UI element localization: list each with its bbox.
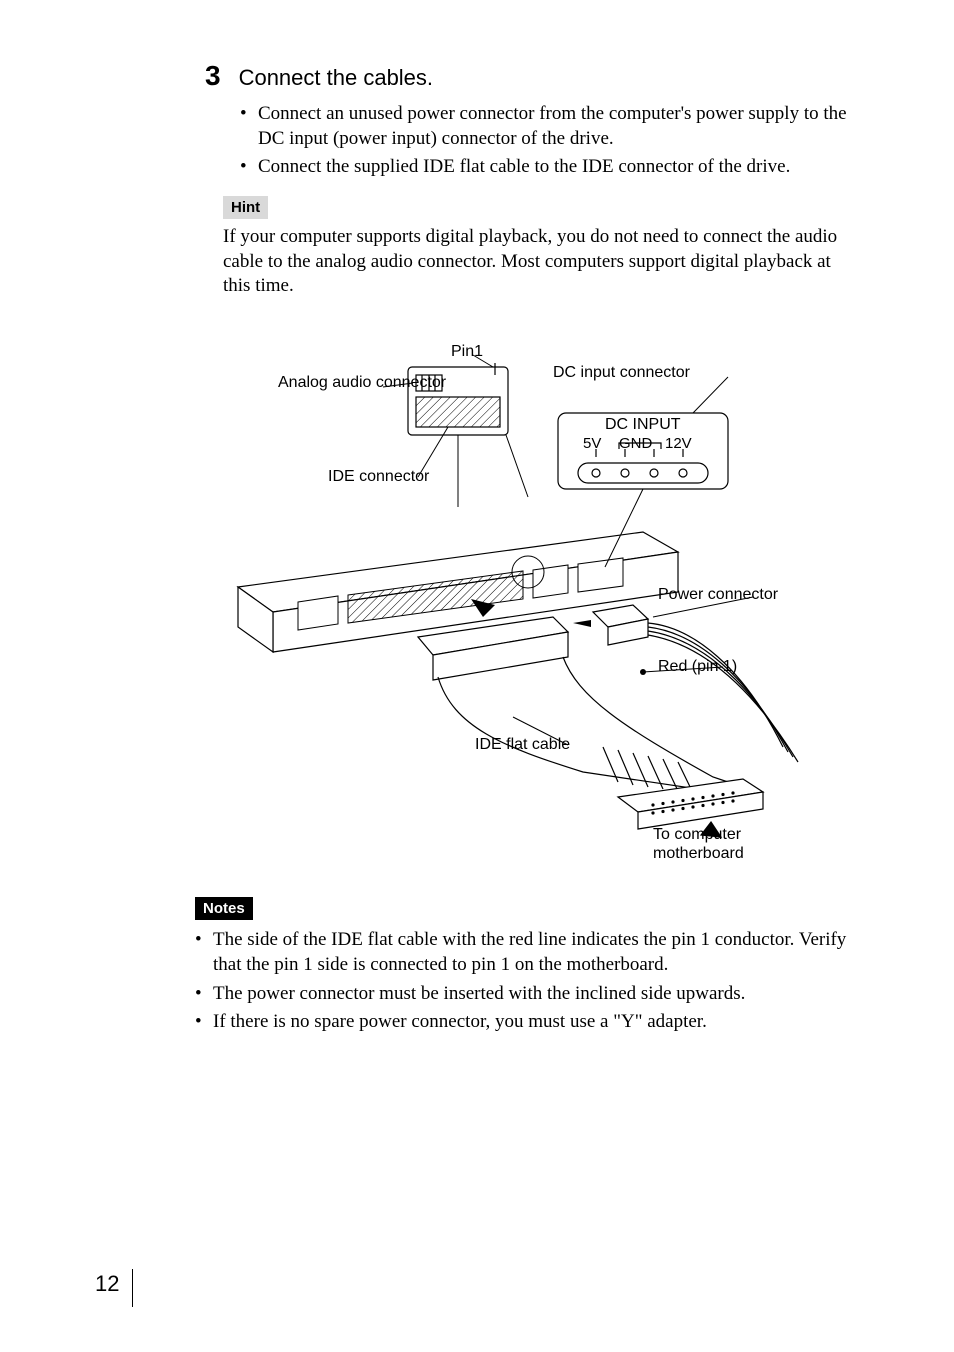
- step-bullets: Connect an unused power connector from t…: [240, 102, 859, 180]
- label-ide-connector: IDE connector: [328, 467, 429, 486]
- label-5v: 5V: [583, 435, 601, 453]
- label-ide-flat-cable: IDE flat cable: [475, 735, 570, 754]
- label-red-pin1: Red (pin 1): [658, 657, 737, 676]
- label-dc-input-connector: DC input connector: [553, 363, 690, 382]
- step-title: Connect the cables.: [239, 65, 433, 91]
- page-number-rule: [132, 1269, 133, 1307]
- step-bullet: Connect the supplied IDE flat cable to t…: [240, 155, 859, 180]
- step-heading: 3 Connect the cables.: [205, 60, 859, 92]
- notes-bullet: The power connector must be inserted wit…: [195, 982, 859, 1007]
- connection-diagram: Pin1 Analog audio connector DC input con…: [223, 327, 863, 867]
- label-gnd: GND: [619, 435, 652, 453]
- notes-bullet: The side of the IDE flat cable with the …: [195, 928, 859, 977]
- hint-text: If your computer supports digital playba…: [223, 225, 859, 299]
- page-number: 12: [95, 1271, 119, 1297]
- step-number: 3: [205, 60, 221, 92]
- label-to-motherboard: To computer motherboard: [653, 825, 744, 863]
- label-12v: 12V: [665, 435, 692, 453]
- step-bullet: Connect an unused power connector from t…: [240, 102, 859, 151]
- hint-badge: Hint: [223, 196, 268, 219]
- label-analog-audio: Analog audio connector: [278, 373, 446, 392]
- label-dc-input-heading: DC INPUT: [605, 415, 681, 434]
- label-power-connector: Power connector: [658, 585, 778, 604]
- notes-bullet: If there is no spare power connector, yo…: [195, 1010, 859, 1035]
- label-pin1: Pin1: [451, 342, 483, 361]
- notes-bullets: The side of the IDE flat cable with the …: [195, 928, 859, 1035]
- notes-badge: Notes: [195, 897, 253, 920]
